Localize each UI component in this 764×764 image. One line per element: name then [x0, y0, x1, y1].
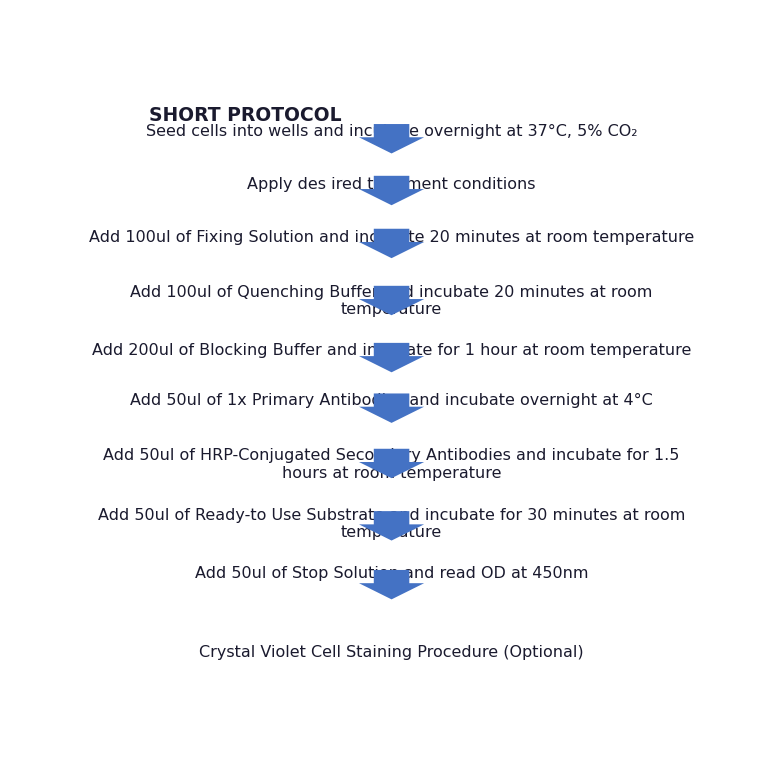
Polygon shape: [359, 228, 424, 258]
Polygon shape: [359, 124, 424, 154]
Polygon shape: [359, 393, 424, 423]
Polygon shape: [359, 511, 424, 541]
Polygon shape: [359, 570, 424, 600]
Polygon shape: [359, 176, 424, 206]
Text: Seed cells into wells and incubate overnight at 37°C, 5% CO₂: Seed cells into wells and incubate overn…: [146, 124, 637, 139]
Polygon shape: [359, 448, 424, 478]
Polygon shape: [359, 286, 424, 316]
Text: Add 50ul of HRP-Conjugated Secondary Antibodies and incubate for 1.5
hours at ro: Add 50ul of HRP-Conjugated Secondary Ant…: [103, 448, 680, 481]
Text: Apply des ired treatment conditions: Apply des ired treatment conditions: [248, 177, 536, 192]
Text: Add 50ul of Stop Solution and read OD at 450nm: Add 50ul of Stop Solution and read OD at…: [195, 566, 588, 581]
Text: Add 100ul of Quenching Buffer and incubate 20 minutes at room
temperature: Add 100ul of Quenching Buffer and incuba…: [131, 285, 652, 317]
Text: Add 200ul of Blocking Buffer and incubate for 1 hour at room temperature: Add 200ul of Blocking Buffer and incubat…: [92, 344, 691, 358]
Text: SHORT PROTOCOL: SHORT PROTOCOL: [149, 106, 342, 125]
Text: Crystal Violet Cell Staining Procedure (Optional): Crystal Violet Cell Staining Procedure (…: [199, 645, 584, 659]
Text: Add 100ul of Fixing Solution and incubate 20 minutes at room temperature: Add 100ul of Fixing Solution and incubat…: [89, 230, 694, 245]
Polygon shape: [359, 343, 424, 372]
Text: Add 50ul of Ready-to Use Substrate and incubate for 30 minutes at room
temperatu: Add 50ul of Ready-to Use Substrate and i…: [98, 507, 685, 540]
Text: Add 50ul of 1x Primary Antibodies and incubate overnight at 4°C: Add 50ul of 1x Primary Antibodies and in…: [130, 393, 653, 409]
